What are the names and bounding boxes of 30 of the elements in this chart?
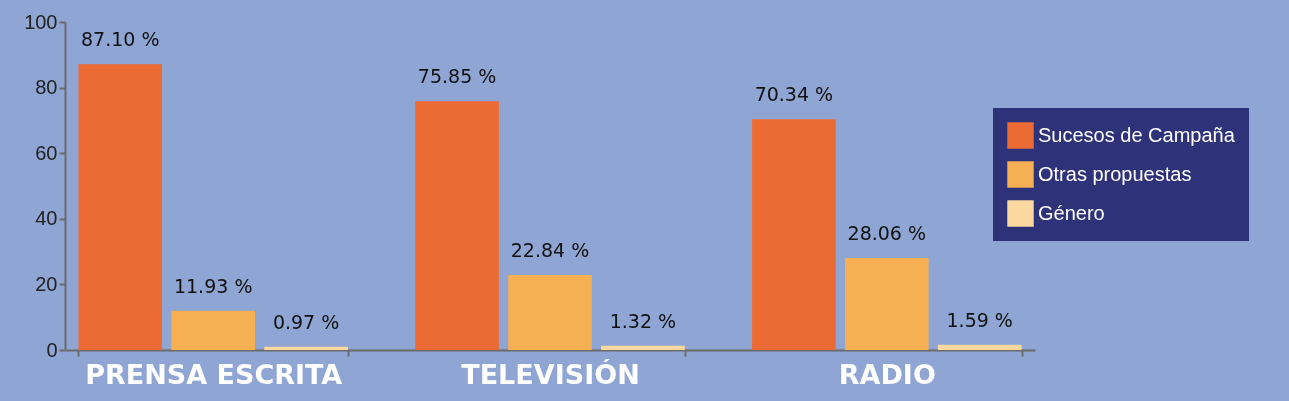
bar <box>845 257 929 350</box>
data-label: 1.32 % <box>609 309 677 332</box>
y-tick-label: 100 <box>24 10 58 33</box>
bar <box>601 345 685 350</box>
data-label: 28.06 % <box>847 221 927 244</box>
bar <box>415 101 499 350</box>
data-label: 75.85 % <box>417 65 497 88</box>
bar <box>752 119 836 350</box>
y-tick-label: 0 <box>46 338 58 361</box>
legend-label: Género <box>1038 201 1105 224</box>
legend-label: Otras propuestas <box>1038 162 1192 185</box>
data-label: 1.59 % <box>946 308 1013 331</box>
x-tick-label: RADIO <box>838 358 936 390</box>
y-tick-label: 20 <box>35 272 58 295</box>
data-label: 22.84 % <box>510 239 590 262</box>
legend-label: Sucesos de Campaña <box>1038 123 1236 146</box>
data-label: 87.10 % <box>81 28 160 51</box>
bar <box>78 64 163 350</box>
data-label: 11.93 % <box>173 274 253 297</box>
y-tick-label: 40 <box>35 207 58 230</box>
x-tick-label: PRENSA ESCRITA <box>85 358 343 390</box>
bar <box>171 310 255 350</box>
x-tick-label: TELEVISIÓN <box>461 358 640 390</box>
bar <box>264 346 348 350</box>
bar <box>508 275 592 350</box>
y-tick-label: 60 <box>35 141 58 164</box>
bar <box>937 344 1022 350</box>
y-tick-label: 80 <box>35 76 58 99</box>
data-label: 0.97 % <box>272 310 340 333</box>
data-label: 70.34 % <box>754 83 834 106</box>
